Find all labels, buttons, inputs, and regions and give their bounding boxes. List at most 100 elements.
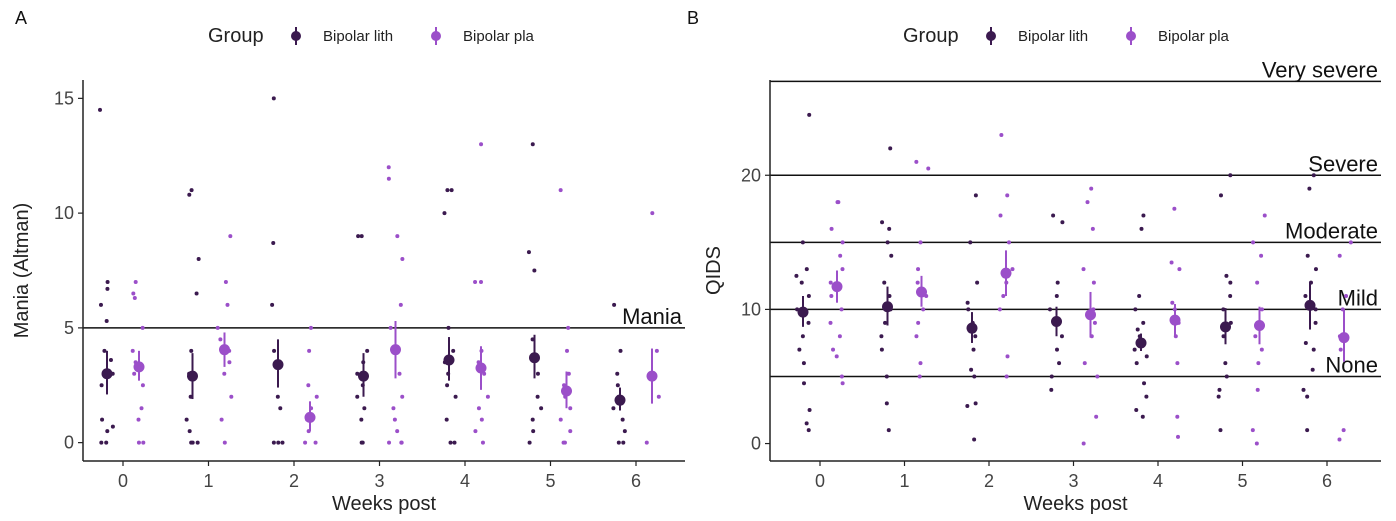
data-point [105,279,110,284]
data-point [620,417,625,422]
data-point [104,318,109,323]
data-point [1177,267,1182,272]
data-point [308,325,313,330]
data-point [921,307,926,312]
data-point [1337,437,1342,442]
data-point [223,279,228,284]
legend-item-label: Bipolar pla [1158,28,1230,45]
data-point [1060,220,1065,225]
data-point [110,424,115,429]
data-point [888,146,893,151]
x-tick-label: 4 [460,471,470,491]
data-point [883,320,888,325]
data-point [561,440,566,445]
data-point [612,302,617,307]
data-point [916,320,921,325]
data-point [801,381,806,386]
data-point [568,406,573,411]
data-point [359,417,364,422]
reference-line-label: Very severe [1262,57,1378,82]
data-point [975,280,980,285]
data-point [535,371,540,376]
data-point [915,280,920,285]
data-point [1137,293,1142,298]
mean-marker [475,362,487,374]
data-point [644,440,649,445]
data-point [527,440,532,445]
mean-marker [1135,337,1147,349]
data-point [386,165,391,170]
data-point [1049,374,1054,379]
data-point [313,440,318,445]
data-point [885,240,890,245]
data-point [1170,300,1175,305]
data-point [479,142,484,147]
data-point [558,417,563,422]
data-point [840,381,845,386]
data-point [1055,280,1060,285]
y-axis-title: QIDS [703,246,725,295]
data-point [1228,173,1233,178]
data-point [391,406,396,411]
data-point [1141,213,1146,218]
data-point [1055,347,1060,352]
reference-line-label: Mild [1338,285,1378,310]
data-point [314,394,319,399]
legend-key-marker [431,31,441,41]
data-point [829,226,834,231]
data-point [1169,260,1174,265]
data-point [132,371,137,376]
data-point [1305,253,1310,258]
data-point [530,142,535,147]
series-pla [130,142,661,445]
data-point [1132,347,1137,352]
reference-line-label: None [1325,352,1378,377]
data-point [1082,361,1087,366]
data-point [1301,387,1306,392]
data-point [800,334,805,339]
x-tick-label: 1 [899,471,909,491]
data-point [1313,267,1318,272]
data-point [800,240,805,245]
data-point [187,192,192,197]
data-point [276,440,281,445]
panel-b: B Group Bipolar lith Bipolar pla Very severe… [687,8,1381,515]
mean-marker [219,344,230,356]
data-point [306,383,311,388]
panel-label: A [15,8,27,28]
data-point [445,383,450,388]
data-point [184,417,189,422]
data-point [966,307,971,312]
data-point [969,367,974,372]
y-tick-label: 0 [64,433,74,453]
data-point [997,307,1002,312]
data-point [1218,193,1223,198]
data-point [473,279,478,284]
data-point [884,374,889,379]
mean-marker [187,370,198,382]
data-point [1313,320,1318,325]
data-point [139,406,144,411]
data-point [222,440,227,445]
data-point [1054,293,1059,298]
data-point [1338,347,1343,352]
data-point [829,293,834,298]
data-point [532,268,537,273]
data-point [1057,361,1062,366]
data-point [804,421,809,426]
data-point [356,234,361,239]
data-point [1092,320,1097,325]
data-point [1253,334,1258,339]
x-tick-label: 5 [545,471,555,491]
data-point [1005,354,1010,359]
mean-marker [916,286,927,298]
mean-marker [966,322,978,334]
data-point [1089,186,1094,191]
data-point [102,348,107,353]
mean-marker [614,394,626,406]
data-point [828,280,833,285]
data-point [1001,293,1006,298]
legend-title: Group [903,25,959,47]
